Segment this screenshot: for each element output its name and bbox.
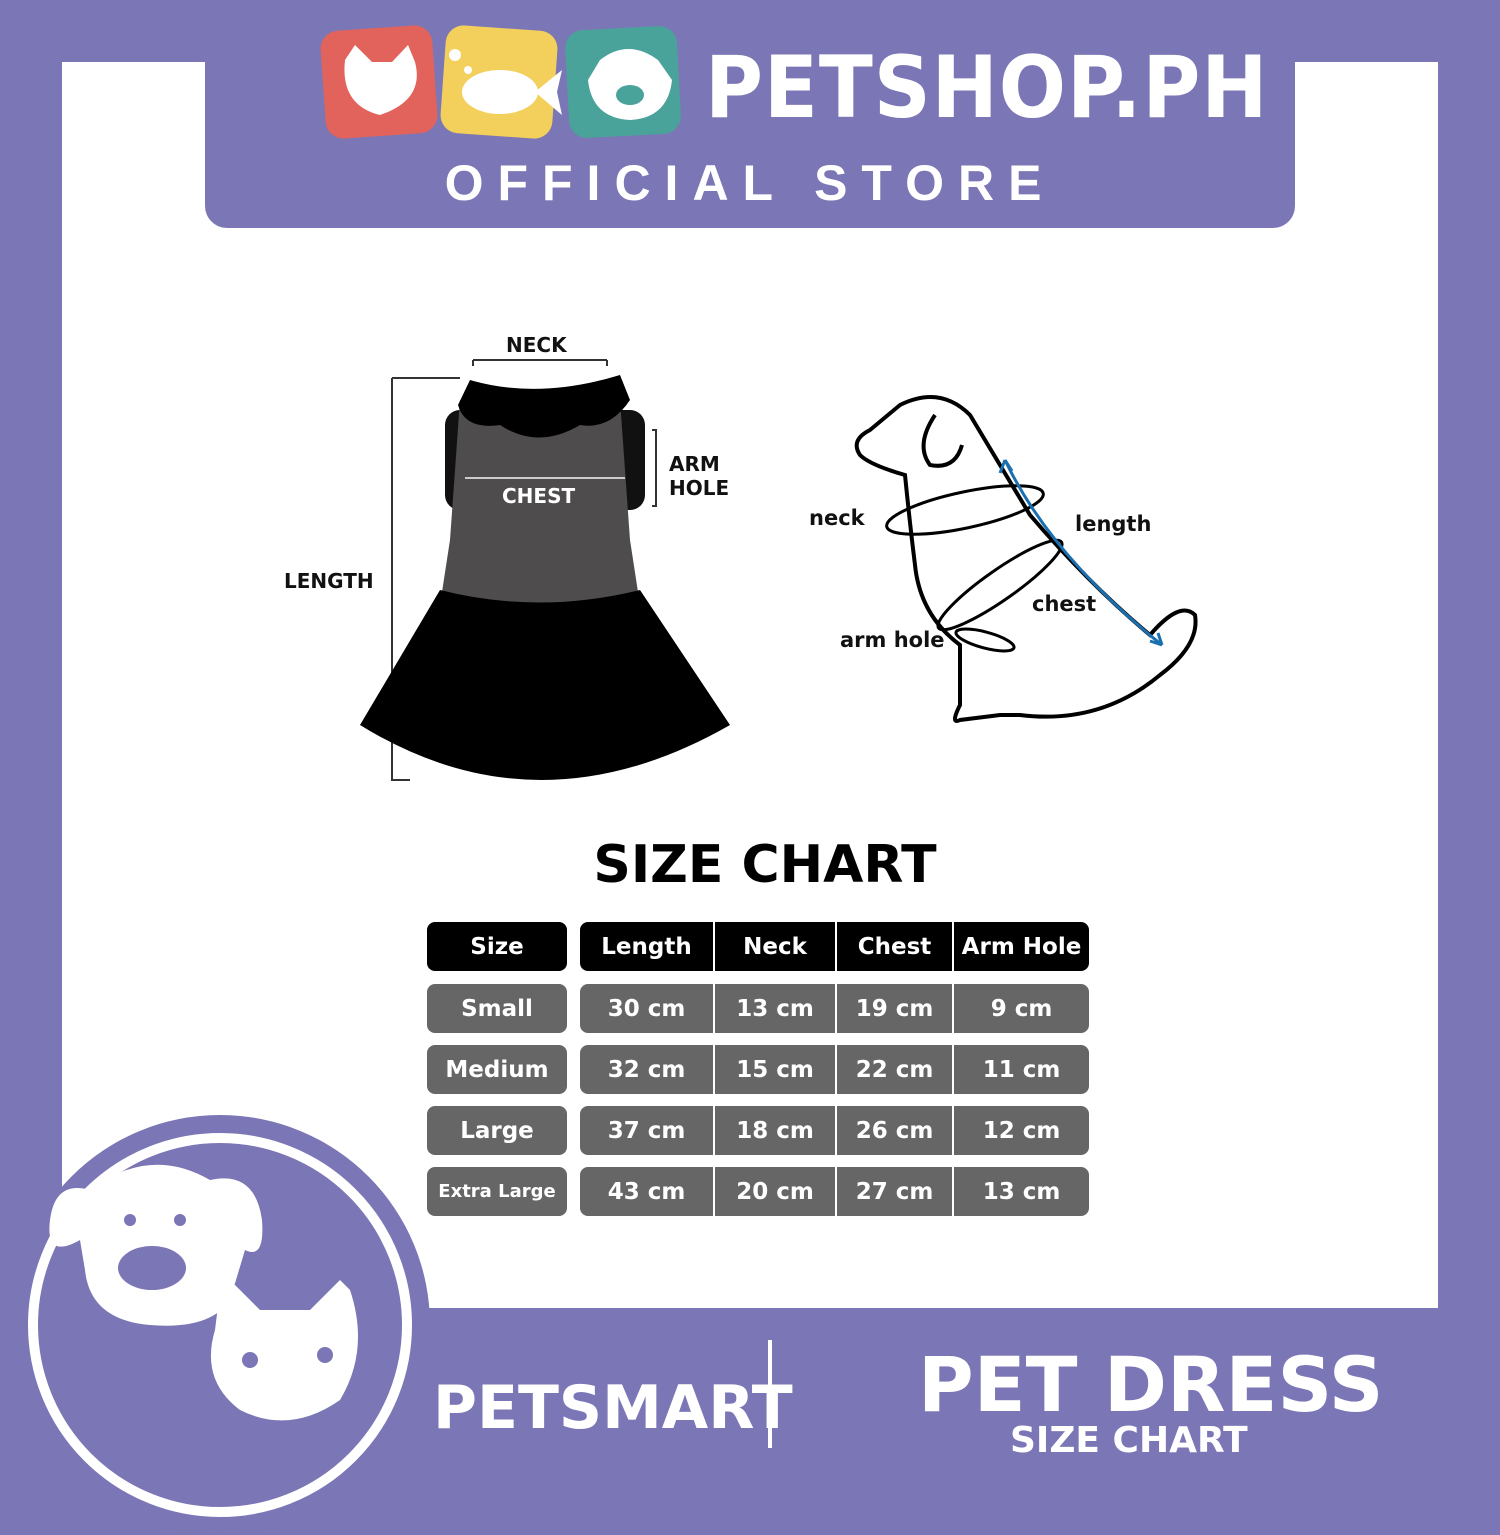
footer-divider: [768, 1340, 772, 1448]
table-cell: Extra Large: [427, 1167, 567, 1216]
table-cell: 32 cm: [580, 1045, 713, 1094]
table-header-cell: Length: [580, 922, 713, 971]
product-subtitle: SIZE CHART: [1010, 1420, 1248, 1461]
dog-illustration: [854, 395, 1198, 723]
table-header-cell: Chest: [837, 922, 952, 971]
product-title: PET DRESS: [918, 1340, 1384, 1429]
table-cell: 9 cm: [954, 984, 1089, 1033]
table-cell: Medium: [427, 1045, 567, 1094]
dog-chest-label: chest: [1032, 592, 1097, 616]
brand-name: PETSHOP.PH: [705, 38, 1269, 138]
chest-label: CHEST: [502, 484, 576, 508]
footer-brand: PETSMART: [433, 1373, 793, 1443]
table-header-cell: Size: [427, 922, 567, 971]
header-banner: [205, 0, 1295, 228]
tagline: OFFICIAL STORE: [444, 155, 1056, 211]
table-header-cell: Neck: [715, 922, 835, 971]
hole-label: HOLE: [669, 476, 730, 500]
dog-cat-logo: [49, 1164, 358, 1421]
length-label: LENGTH: [284, 569, 374, 593]
table-cell: 18 cm: [715, 1106, 835, 1155]
dog-armhole-label: arm hole: [840, 628, 945, 652]
dog-neck-label: neck: [809, 506, 865, 530]
table-cell: Small: [427, 984, 567, 1033]
size-chart-title: SIZE CHART: [593, 835, 937, 895]
table-cell: 27 cm: [837, 1167, 952, 1216]
table-cell: 12 cm: [954, 1106, 1089, 1155]
arm-label: ARM: [669, 452, 720, 476]
table-cell: 26 cm: [837, 1106, 952, 1155]
dress-illustration: [360, 359, 730, 781]
table-cell: 37 cm: [580, 1106, 713, 1155]
table-cell: 13 cm: [715, 984, 835, 1033]
table-cell: 19 cm: [837, 984, 952, 1033]
dog-length-label: length: [1075, 512, 1152, 536]
logo-glyphs: [344, 45, 672, 120]
table-cell: 15 cm: [715, 1045, 835, 1094]
neck-label: NECK: [506, 333, 567, 357]
table-cell: 13 cm: [954, 1167, 1089, 1216]
table-header-cell: Arm Hole: [954, 922, 1089, 971]
table-cell: Large: [427, 1106, 567, 1155]
table-cell: 20 cm: [715, 1167, 835, 1216]
table-cell: 30 cm: [580, 984, 713, 1033]
table-cell: 43 cm: [580, 1167, 713, 1216]
table-cell: 22 cm: [837, 1045, 952, 1094]
content-panel: [62, 62, 1438, 1308]
table-cell: 11 cm: [954, 1045, 1089, 1094]
